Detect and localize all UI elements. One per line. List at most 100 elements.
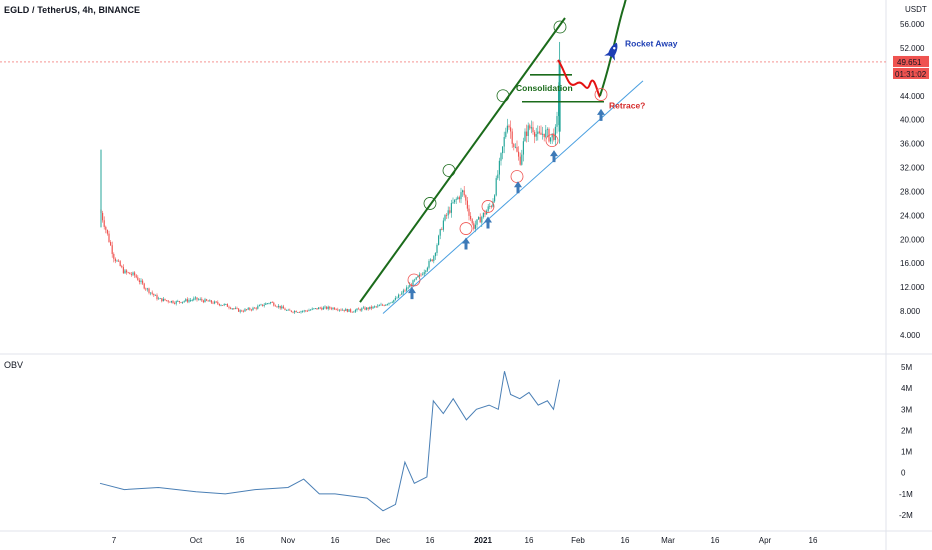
candle-body bbox=[182, 301, 184, 303]
candle-body bbox=[306, 310, 308, 312]
candle-body bbox=[295, 310, 297, 313]
candle-body bbox=[345, 309, 347, 311]
candle-body bbox=[551, 133, 553, 138]
candle-body bbox=[121, 266, 123, 268]
candle-body bbox=[396, 297, 398, 299]
candle-body bbox=[140, 280, 142, 282]
candle-body bbox=[337, 309, 339, 311]
candle-body bbox=[238, 308, 240, 312]
candle-body bbox=[162, 298, 164, 302]
candle-body bbox=[284, 308, 286, 311]
support-touch-circle bbox=[459, 222, 473, 235]
candle-body bbox=[534, 132, 536, 137]
candle-body bbox=[169, 301, 171, 303]
candle-body bbox=[167, 300, 169, 302]
candles-group bbox=[100, 41, 561, 314]
candle-body bbox=[124, 270, 126, 274]
candle-body bbox=[129, 272, 131, 275]
candle-body bbox=[402, 290, 404, 293]
candle-body bbox=[343, 309, 345, 311]
countdown-tag-box bbox=[893, 67, 929, 79]
candle-body bbox=[478, 217, 480, 220]
candle-body bbox=[231, 308, 233, 310]
price-tick-label: 36.000 bbox=[900, 140, 925, 149]
candle-body bbox=[393, 299, 395, 303]
rocket-label: Rocket Away bbox=[625, 39, 678, 49]
candle-body bbox=[441, 229, 443, 230]
candle-body bbox=[358, 308, 360, 310]
candle-body bbox=[279, 305, 281, 309]
candle-body bbox=[305, 310, 307, 312]
candle-body bbox=[274, 305, 276, 307]
candle-body bbox=[506, 125, 508, 132]
candle-body bbox=[374, 306, 376, 308]
projection-red-path bbox=[557, 59, 601, 98]
candle-body bbox=[338, 309, 340, 311]
candle-body bbox=[545, 129, 547, 138]
candle-body bbox=[466, 200, 468, 209]
candle-body bbox=[106, 229, 108, 234]
candle-body bbox=[303, 310, 305, 312]
candle-body bbox=[218, 303, 220, 306]
candle-body bbox=[246, 309, 248, 311]
time-tick-label: Mar bbox=[661, 536, 675, 545]
currency-label: USDT bbox=[905, 5, 927, 14]
support-touch-circle bbox=[407, 273, 421, 287]
support-arrow-icon bbox=[550, 150, 558, 163]
candle-body bbox=[145, 288, 147, 290]
candle-body bbox=[465, 195, 467, 201]
candle-body bbox=[185, 299, 187, 302]
candle-body bbox=[340, 309, 342, 311]
candle-body bbox=[262, 304, 264, 306]
candle-body bbox=[228, 306, 230, 308]
candle-body bbox=[542, 133, 544, 135]
candle-body bbox=[449, 210, 451, 213]
candle-body bbox=[556, 116, 558, 127]
candle-body bbox=[532, 127, 534, 133]
candle-body bbox=[482, 212, 484, 218]
candle-body bbox=[196, 297, 198, 300]
candle-body bbox=[225, 303, 227, 305]
candle-body bbox=[316, 308, 318, 310]
candle-body bbox=[455, 199, 457, 200]
candle-body bbox=[492, 201, 494, 207]
candle-body bbox=[265, 303, 267, 305]
candle-body bbox=[442, 220, 444, 230]
candle-body bbox=[394, 297, 396, 300]
candle-body bbox=[239, 310, 241, 312]
candle-body bbox=[289, 309, 291, 311]
candle-body bbox=[300, 311, 302, 313]
candle-body bbox=[250, 309, 252, 311]
obv-tick-label: 1M bbox=[901, 448, 912, 457]
candle-body bbox=[292, 311, 294, 313]
candle-body bbox=[257, 306, 259, 309]
candle-body bbox=[422, 274, 424, 276]
candle-body bbox=[226, 303, 228, 307]
candle-body bbox=[178, 301, 180, 303]
candle-body bbox=[438, 235, 440, 245]
candle-body bbox=[510, 127, 512, 132]
candle-body bbox=[367, 307, 369, 310]
support-arrow-icon bbox=[484, 216, 492, 229]
candle-body bbox=[332, 307, 334, 310]
candle-body bbox=[220, 305, 222, 306]
price-tick-label: 52.000 bbox=[900, 44, 925, 53]
candle-body bbox=[513, 143, 515, 147]
candle-body bbox=[138, 280, 140, 282]
candle-body bbox=[414, 279, 416, 281]
time-tick-label: 16 bbox=[525, 536, 534, 545]
candle-body bbox=[521, 154, 523, 165]
candle-body bbox=[356, 308, 358, 311]
candle-body bbox=[409, 284, 411, 288]
retrace-label: Retrace? bbox=[609, 100, 645, 110]
upper-trendline bbox=[359, 17, 566, 303]
candle-body bbox=[116, 260, 118, 262]
candle-body bbox=[527, 125, 529, 136]
candle-body bbox=[439, 229, 441, 236]
resistance-touch-circle bbox=[496, 89, 510, 103]
obv-indicator-label: OBV bbox=[4, 360, 24, 370]
candle-body bbox=[377, 305, 379, 307]
candle-body bbox=[270, 302, 272, 304]
price-tick-label: 12.000 bbox=[900, 283, 925, 292]
candle-body bbox=[354, 310, 356, 312]
